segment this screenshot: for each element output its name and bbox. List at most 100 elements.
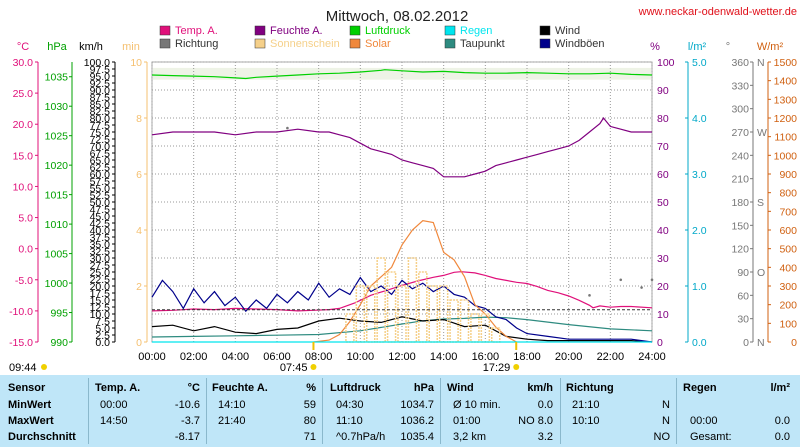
wind-tick-label: 90.0 [90, 85, 111, 97]
wind-tick-label: 82.5 [90, 106, 111, 118]
stats-cell: NO [653, 431, 671, 443]
stats-cell: 21:40 [218, 415, 246, 427]
legend-swatch [254, 25, 266, 36]
sun-tick-label: 0 [136, 337, 142, 349]
direction-point [619, 278, 623, 282]
solar-tick-label: 100 [779, 318, 797, 330]
stats-cell: 00:00 [690, 415, 718, 427]
direction-tick-label: 180 [731, 197, 749, 209]
stats-cell: 10:10 [572, 415, 600, 427]
legend-label: Windböen [555, 38, 605, 50]
wind-tick-label: 85.0 [90, 99, 111, 111]
legend-swatch [254, 38, 266, 49]
windb-en-line [151, 276, 653, 343]
compass-label: S [757, 197, 764, 209]
temp-unit-label: °C [17, 41, 29, 53]
humidity-tick-label: 90 [657, 85, 669, 97]
stats-cell: Luftdruck [330, 382, 381, 394]
temp-tick-label: 20.0 [13, 119, 34, 131]
stats-separator [440, 378, 441, 444]
sunrise-time: 07:45 [280, 362, 308, 374]
stats-cell: Feuchte A. [212, 382, 268, 394]
rain-tick-label: 4.0 [692, 113, 707, 125]
direction-tick-label: 240 [731, 150, 749, 162]
left-axes: 30.025.020.015.010.05.00.0-5.0-10.0-15.0… [9, 57, 148, 349]
wind-tick-label: 22.5 [90, 274, 111, 286]
stats-cell: km/h [527, 382, 553, 394]
stats-separator [88, 378, 89, 444]
solar-tick-label: 500 [779, 244, 797, 256]
direction-point [650, 278, 654, 282]
stats-cell: N [662, 399, 670, 411]
rain-tick-label: 3.0 [692, 169, 707, 181]
stats-cell: 0.0 [774, 415, 790, 427]
temp-tick-label: 30.0 [13, 57, 34, 69]
direction-tick-label: 90 [737, 267, 749, 279]
stats-cell: 1034.7 [400, 399, 434, 411]
legend-swatch [159, 38, 171, 49]
sun-tick-label: 4 [136, 225, 142, 237]
legend-swatch [159, 25, 171, 36]
wind-tick-label: 70.0 [90, 141, 111, 153]
direction-tick-label: 60 [737, 290, 749, 302]
stats-cell: Temp. A. [95, 382, 141, 394]
stats-cell: 1035.4 [400, 431, 434, 443]
stats-cell: °C [187, 382, 200, 394]
stats-cell: -10.6 [174, 399, 200, 411]
wind-tick-label: 77.5 [90, 120, 111, 132]
stats-cell: 14:10 [218, 399, 246, 411]
temp-tick-label: -15.0 [9, 337, 33, 349]
humidity-unit-label: % [650, 41, 660, 53]
stats-cell: 59 [303, 399, 316, 411]
solar-tick-label: 900 [779, 169, 797, 181]
time-tick-label: 14:00 [430, 351, 458, 363]
time-tick-label: 22:00 [597, 351, 625, 363]
pressure-tick-label: 1015 [45, 190, 69, 202]
wind-tick-label: 15.0 [90, 295, 111, 307]
solar-tick-label: 200 [779, 300, 797, 312]
solar-tick-label: 1300 [774, 94, 798, 106]
stats-cell: 00:00 [100, 399, 128, 411]
luftdruck-line [151, 69, 653, 80]
legend-label: Richtung [175, 38, 218, 50]
humidity-tick-label: 50 [657, 197, 669, 209]
stats-cell: 3,2 km [453, 431, 487, 443]
wind-tick-label: 52.5 [90, 190, 111, 202]
wind-tick-label: 17.5 [90, 288, 111, 300]
wind-tick-label: 10.0 [90, 309, 111, 321]
time-tick-label: 20:00 [555, 351, 583, 363]
direction-tick-label: 300 [731, 104, 749, 116]
solar-tick-label: 0 [791, 337, 797, 349]
solar-unit-label: W/m² [757, 41, 784, 53]
wind-tick-label: 35.0 [90, 239, 111, 251]
stats-cell: Gesamt: [690, 431, 732, 443]
rain-tick-label: 1.0 [692, 281, 707, 293]
pressure-tick-label: 1025 [45, 131, 69, 143]
stats-cell: Sensor [8, 382, 46, 394]
stats-cell: hPa [413, 382, 434, 394]
pressure-tick-label: 1005 [45, 249, 69, 261]
website-link[interactable]: www.neckar-odenwald-wetter.de [638, 6, 797, 18]
wind-tick-label: 100.0 [84, 57, 110, 69]
temp-tick-label: -5.0 [15, 275, 33, 287]
time-tick-label: 18:00 [513, 351, 541, 363]
wind-tick-label: 75.0 [90, 127, 111, 139]
pressure-tick-label: 1020 [45, 160, 69, 172]
wind-tick-label: 37.5 [90, 232, 111, 244]
rain-tick-label: 2.0 [692, 225, 707, 237]
stats-cell: Ø 10 min. [453, 399, 501, 411]
time-tick-label: 12:00 [388, 351, 416, 363]
stats-cell: 0.0 [774, 431, 790, 443]
time-tick-label: 24:00 [638, 351, 666, 363]
sunset-time: 17:29 [483, 362, 511, 374]
legend-swatch [539, 25, 551, 36]
pressure-tick-label: 1030 [45, 101, 69, 113]
solar-tick-label: 1400 [774, 76, 798, 88]
wind-tick-label: 25.0 [90, 267, 111, 279]
humidity-tick-label: 40 [657, 225, 669, 237]
stats-cell: 11:10 [336, 415, 363, 427]
sun-icon [310, 364, 317, 370]
stats-separator [322, 378, 323, 444]
stats-row-label: Durchschnitt [8, 431, 76, 443]
legend-label: Regen [460, 25, 492, 37]
